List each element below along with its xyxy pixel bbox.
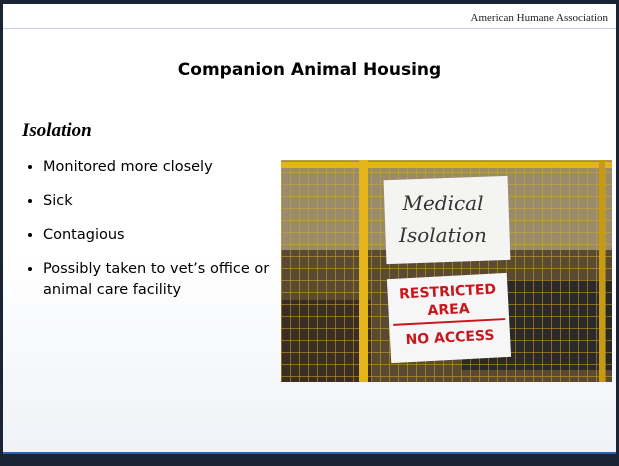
slide-title: Companion Animal Housing bbox=[3, 60, 616, 80]
bottom-bar bbox=[3, 452, 616, 466]
top-bar bbox=[3, 0, 616, 4]
bullet: Contagious bbox=[43, 225, 283, 246]
sign-text: Isolation bbox=[398, 223, 487, 247]
sign-text: AREA bbox=[427, 301, 470, 319]
photo: Medical Isolation RESTRICTED AREA NO ACC… bbox=[281, 160, 612, 382]
bullet-list: Monitored more closely Sick Contagious P… bbox=[23, 157, 283, 314]
slide: American Humane Association Companion An… bbox=[0, 0, 619, 466]
organization: American Humane Association bbox=[471, 12, 608, 24]
header-rule bbox=[3, 28, 616, 29]
section-title: Isolation bbox=[22, 120, 92, 142]
sign-text: Medical bbox=[401, 191, 483, 215]
bullet: Sick bbox=[43, 191, 283, 212]
bullet: Monitored more closely bbox=[43, 157, 283, 178]
bullet: Possibly taken to vet’s office or animal… bbox=[43, 259, 283, 301]
